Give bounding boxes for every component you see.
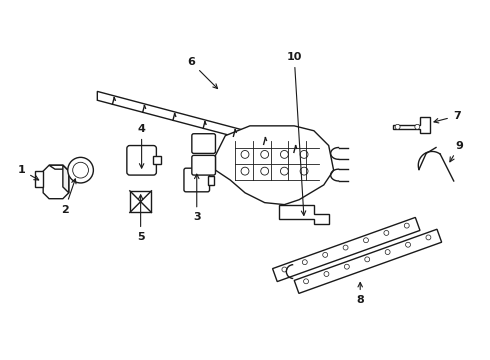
Text: 7: 7: [434, 111, 461, 123]
Circle shape: [241, 167, 249, 175]
Polygon shape: [43, 165, 69, 199]
Polygon shape: [272, 217, 420, 282]
FancyBboxPatch shape: [184, 168, 210, 192]
Bar: [130, 191, 151, 212]
Polygon shape: [63, 165, 69, 193]
Text: 6: 6: [187, 57, 218, 89]
FancyBboxPatch shape: [192, 156, 216, 175]
Circle shape: [300, 167, 308, 175]
Circle shape: [344, 264, 349, 269]
Circle shape: [406, 242, 411, 247]
Polygon shape: [35, 171, 43, 187]
Text: 1: 1: [18, 165, 39, 180]
Text: 10: 10: [287, 52, 306, 215]
Polygon shape: [392, 117, 430, 133]
Polygon shape: [49, 165, 67, 169]
Circle shape: [302, 260, 307, 265]
Circle shape: [385, 249, 390, 255]
Text: 8: 8: [356, 283, 364, 305]
Bar: [208, 176, 215, 185]
Circle shape: [415, 124, 420, 129]
Circle shape: [404, 223, 409, 228]
Circle shape: [324, 271, 329, 276]
Circle shape: [364, 238, 368, 243]
Circle shape: [426, 235, 431, 240]
Circle shape: [280, 150, 288, 158]
Text: 9: 9: [450, 140, 464, 162]
Circle shape: [282, 267, 287, 272]
Polygon shape: [216, 126, 334, 204]
Circle shape: [73, 162, 89, 178]
Circle shape: [304, 279, 309, 284]
Circle shape: [365, 257, 369, 262]
Circle shape: [261, 150, 269, 158]
Polygon shape: [294, 229, 441, 293]
Text: 5: 5: [137, 195, 145, 242]
FancyBboxPatch shape: [127, 145, 156, 175]
Circle shape: [261, 167, 269, 175]
Circle shape: [280, 167, 288, 175]
Text: 2: 2: [61, 179, 76, 215]
Circle shape: [343, 245, 348, 250]
Circle shape: [395, 124, 400, 129]
Text: 4: 4: [138, 124, 146, 168]
Bar: [153, 156, 161, 164]
Polygon shape: [98, 91, 309, 156]
Circle shape: [68, 157, 94, 183]
Text: 3: 3: [193, 174, 200, 222]
Circle shape: [323, 252, 328, 257]
Circle shape: [241, 150, 249, 158]
Circle shape: [300, 150, 308, 158]
Polygon shape: [279, 204, 329, 224]
Circle shape: [384, 230, 389, 235]
FancyBboxPatch shape: [192, 134, 216, 153]
